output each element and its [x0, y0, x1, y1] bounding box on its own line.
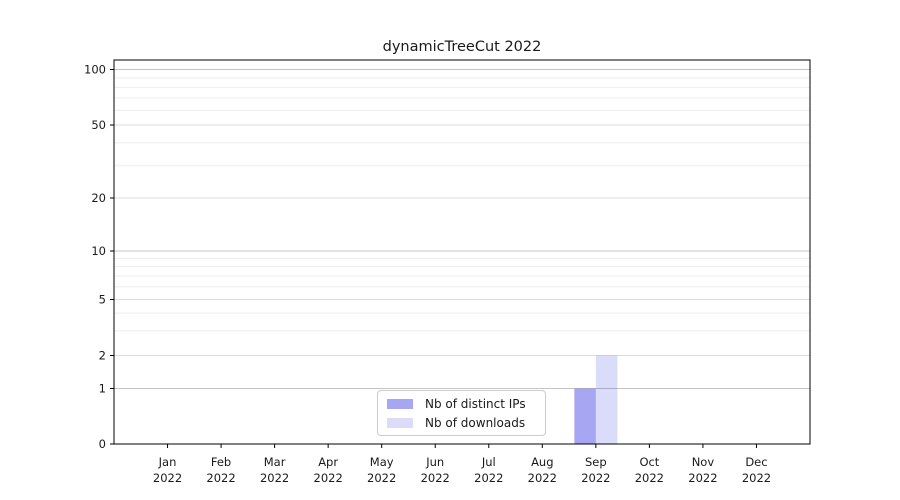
bars — [574, 355, 618, 444]
x-tick-label-aug: Aug 2022 — [528, 455, 557, 485]
legend-item-distinct-ips: Nb of distinct IPs — [387, 397, 545, 411]
x-tick-label-dec: Dec 2022 — [742, 455, 771, 485]
x-tick-label-jun: Jun 2022 — [421, 455, 450, 485]
bar-nb-of-distinct-ips-sep-2022 — [574, 388, 596, 444]
x-tick-label-jan: Jan 2022 — [153, 455, 182, 485]
x-tick-label-sep: Sep 2022 — [581, 455, 610, 485]
gridlines — [114, 69, 810, 389]
y-tick-label: 10 — [91, 244, 106, 258]
y-tick-label: 2 — [99, 349, 106, 363]
legend-item-downloads: Nb of downloads — [387, 416, 545, 430]
x-tick-label-mar: Mar 2022 — [260, 455, 289, 485]
legend-swatch-distinct-ips — [387, 398, 413, 409]
axes: 0 1 2 5 10 20 50 100 Jan 2022 Feb 2022 Mar 2022 Apr 202… — [84, 59, 811, 485]
legend-label-distinct-ips: Nb of distinct IPs — [425, 396, 526, 411]
x-tick-label-apr: Apr 2022 — [314, 455, 343, 485]
y-tick-label: 1 — [99, 382, 106, 396]
plot-border — [113, 59, 811, 445]
y-tick-label: 0 — [99, 437, 106, 451]
x-tick-label-jul: Jul 2022 — [474, 455, 503, 485]
legend: Nb of distinct IPs Nb of downloads — [377, 390, 546, 436]
x-tick-label-may: May 2022 — [367, 455, 396, 485]
x-tick-label-feb: Feb 2022 — [206, 455, 235, 485]
legend-swatch-downloads — [387, 417, 413, 428]
legend-label-downloads: Nb of downloads — [425, 415, 526, 430]
x-tick-label-nov: Nov 2022 — [688, 455, 717, 485]
y-tick-label: 5 — [99, 293, 106, 307]
bar-nb-of-downloads-sep-2022 — [595, 355, 618, 444]
y-tick-label: 100 — [84, 63, 106, 77]
y-tick-label: 50 — [91, 118, 106, 132]
chart-title: dynamicTreeCut 2022 — [383, 39, 542, 55]
x-tick-label-oct: Oct 2022 — [635, 455, 664, 485]
y-tick-label: 20 — [91, 191, 106, 205]
